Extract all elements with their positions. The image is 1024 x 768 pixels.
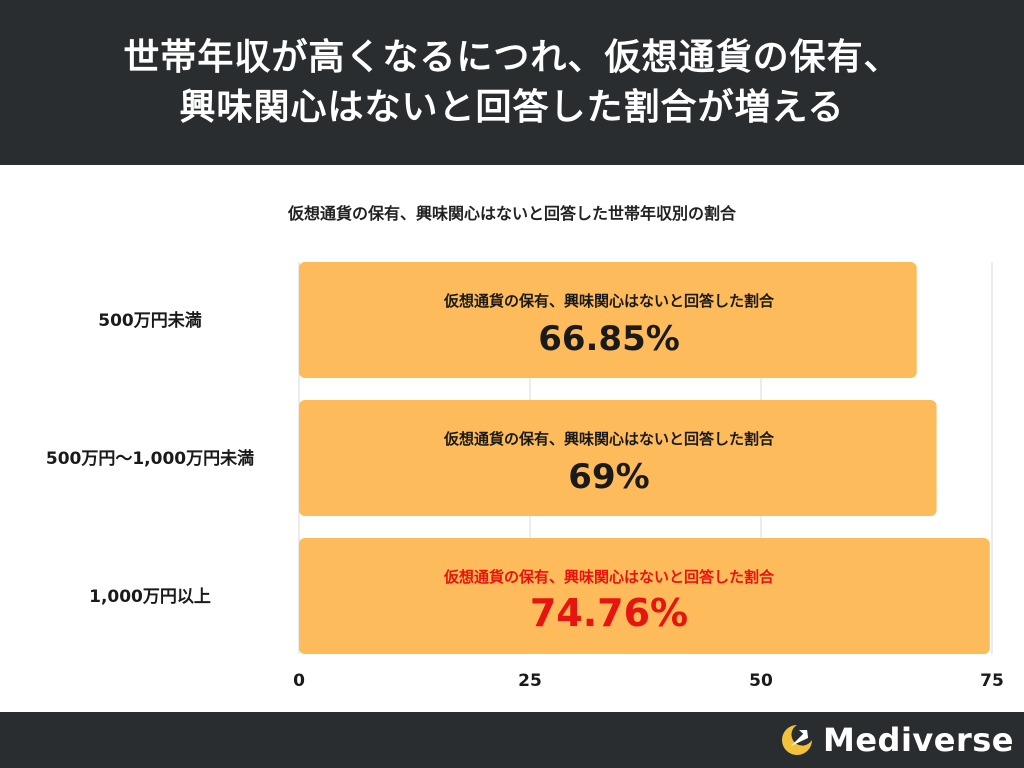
crescent-arrow-logo-icon — [781, 725, 812, 755]
bar-caption: 仮想通貨の保有、興味関心はないと回答した割合 — [443, 292, 775, 310]
x-tick-label: 50 — [749, 671, 773, 691]
footer-bar: Mediverse — [0, 712, 1024, 768]
category-label: 500万円〜1,000万円未満 — [46, 448, 254, 469]
header-banner: 世帯年収が高くなるにつれ、仮想通貨の保有、 興味関心はないと回答した割合が増える — [0, 0, 1024, 165]
x-tick-label: 75 — [980, 671, 1004, 691]
data-label: 74.76% — [530, 591, 688, 635]
headline-line-1: 世帯年収が高くなるにつれ、仮想通貨の保有、 — [123, 36, 901, 78]
category-label: 1,000万円以上 — [89, 587, 211, 607]
bar-chart: 仮想通貨の保有、興味関心はないと回答した割合66.85%500万円未満仮想通貨の… — [46, 262, 1004, 691]
bar-caption: 仮想通貨の保有、興味関心はないと回答した割合 — [443, 568, 775, 586]
x-tick-label: 0 — [293, 671, 305, 691]
bar — [299, 400, 937, 516]
brand-logo: Mediverse — [777, 720, 1014, 760]
x-tick-label: 25 — [518, 671, 542, 691]
category-label: 500万円未満 — [98, 310, 202, 331]
data-label: 69% — [568, 457, 649, 497]
headline-line-2: 興味関心はないと回答した割合が増える — [179, 86, 845, 128]
brand-name: Mediverse — [822, 721, 1014, 759]
chart-title: 仮想通貨の保有、興味関心はないと回答した世帯年収別の割合 — [287, 204, 736, 223]
bar-caption: 仮想通貨の保有、興味関心はないと回答した割合 — [443, 430, 775, 448]
bar — [299, 538, 990, 654]
bar — [299, 262, 917, 378]
data-label: 66.85% — [538, 319, 680, 359]
